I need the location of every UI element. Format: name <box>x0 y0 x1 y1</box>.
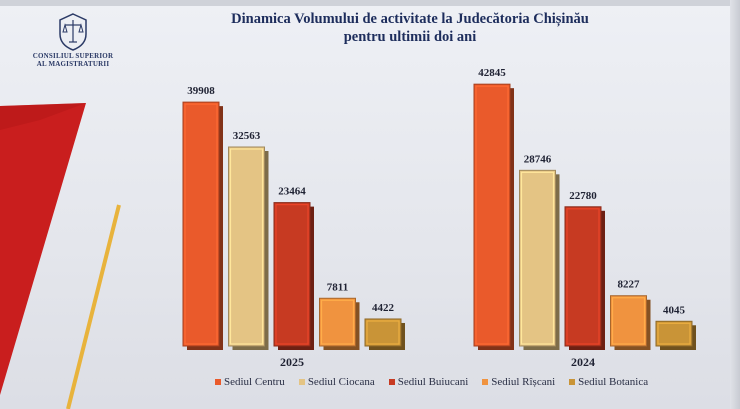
bar-group-2025-3 <box>319 297 360 350</box>
bar <box>364 318 402 347</box>
chart-legend: Sediul Centru Sediul Ciocana Sediul Buiuca… <box>215 374 685 390</box>
bar-group-2024-4 <box>655 320 696 350</box>
legend-label: Sediul Ciocana <box>307 376 375 388</box>
logo-text-line1: CONSILIUL SUPERIOR <box>32 52 114 60</box>
legend-item: Sediul Rîșcani <box>482 376 555 388</box>
data-label: 32563 <box>233 130 261 142</box>
legend-item: Sediul Buiucani <box>388 376 469 388</box>
decor-yellow-line <box>66 204 121 409</box>
category-label: 2025 <box>280 355 304 369</box>
screen-top-edge <box>0 0 740 6</box>
legend-swatch <box>569 379 576 385</box>
council-logo: CONSILIUL SUPERIOR AL MAGISTRATURII <box>28 12 118 84</box>
bar-bevel <box>611 297 646 345</box>
bar-bevel <box>566 208 600 345</box>
legend-label: Sediul Centru <box>224 376 285 388</box>
chart-title: Dinamica Volumului de activitate la Jude… <box>200 10 620 46</box>
data-label: 39908 <box>187 85 215 97</box>
bar <box>655 320 693 347</box>
bar-bevel <box>320 299 355 345</box>
bar-bevel <box>184 103 218 345</box>
bar <box>610 295 647 347</box>
bar <box>273 202 311 347</box>
bar-bevel <box>520 171 555 345</box>
scales-of-justice-icon <box>59 13 87 51</box>
decor-red-triangle <box>0 103 86 395</box>
bar <box>319 297 356 347</box>
bar <box>564 206 602 347</box>
decor-red-triangle-shade <box>0 103 86 130</box>
bar <box>519 169 556 347</box>
logo-text-line2: AL MAGISTRATURII <box>36 60 110 68</box>
bar-group-2024-3 <box>610 295 651 350</box>
bar-bevel <box>229 148 264 345</box>
bar-group-2025-0 <box>182 101 223 351</box>
legend-item: Sediul Ciocana <box>298 376 375 388</box>
legend-item: Sediul Botanica <box>569 376 648 388</box>
bar-group-2024-1 <box>519 169 560 350</box>
bar-group-2025-4 <box>364 318 405 350</box>
bar <box>473 83 511 347</box>
bar-group-2024-0 <box>473 83 514 351</box>
bar-bevel <box>366 320 400 345</box>
data-label: 42845 <box>478 67 506 79</box>
legend-swatch <box>388 379 395 385</box>
bar-group-2025-1 <box>228 146 269 350</box>
bar <box>228 146 265 347</box>
data-label: 22780 <box>569 190 597 202</box>
data-label: 23464 <box>278 186 306 198</box>
data-label: 8227 <box>618 279 641 291</box>
bar-bevel <box>475 85 509 345</box>
bar-group-2025-2 <box>273 202 314 350</box>
bar-bevel <box>657 322 691 345</box>
screen-right-edge <box>730 0 740 409</box>
data-label: 28746 <box>524 153 552 165</box>
bar <box>182 101 220 347</box>
category-label: 2024 <box>571 355 595 369</box>
legend-swatch <box>298 379 305 385</box>
bar-bevel <box>275 204 309 345</box>
data-label: 4422 <box>372 302 395 314</box>
legend-item: Sediul Centru <box>215 376 285 388</box>
legend-swatch <box>215 379 221 385</box>
legend-swatch <box>482 379 489 385</box>
data-label: 4045 <box>663 304 686 316</box>
bar-group-2024-2 <box>564 206 605 350</box>
legend-label: Sediul Botanica <box>578 376 649 388</box>
legend-label: Sediul Rîșcani <box>491 376 556 388</box>
data-label: 7811 <box>327 281 348 293</box>
legend-label: Sediul Buiucani <box>397 376 469 388</box>
chart-title-line1: Dinamica Volumului de activitate la Jude… <box>231 11 589 27</box>
chart-title-line2: pentru ultimii doi ani <box>343 29 477 45</box>
